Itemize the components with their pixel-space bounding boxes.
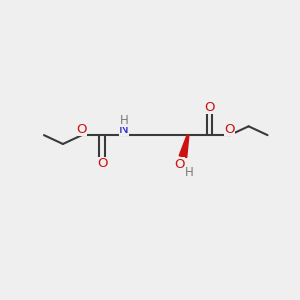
Text: N: N xyxy=(119,123,128,136)
Text: O: O xyxy=(224,123,235,136)
Text: O: O xyxy=(204,100,215,114)
Polygon shape xyxy=(179,135,189,158)
Text: H: H xyxy=(185,166,194,178)
Text: O: O xyxy=(76,123,87,136)
Text: O: O xyxy=(175,158,185,170)
Text: O: O xyxy=(97,157,107,170)
Text: H: H xyxy=(120,114,128,127)
